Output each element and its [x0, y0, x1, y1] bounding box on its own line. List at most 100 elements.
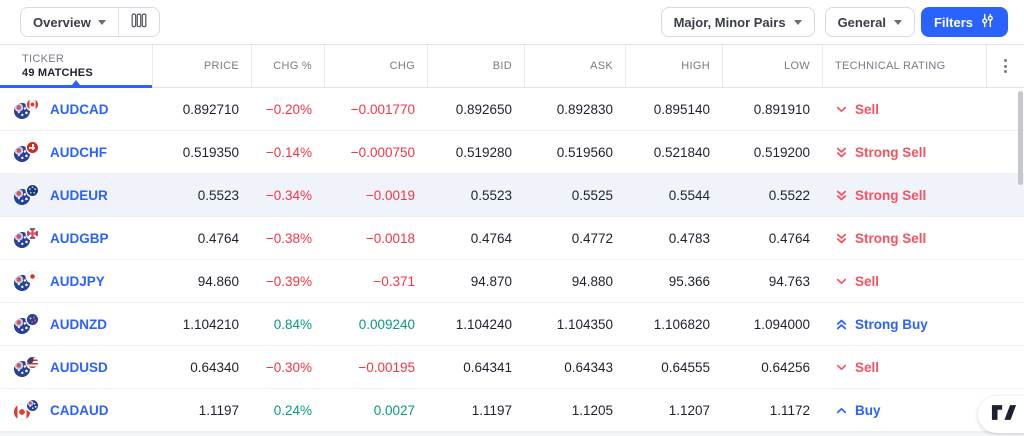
column-header-bid[interactable]: BID: [427, 45, 524, 87]
ticker-link[interactable]: AUDCHF: [50, 144, 107, 160]
chevron-down-icon: [793, 20, 802, 25]
pairs-filter-dropdown[interactable]: Major, Minor Pairs: [660, 7, 815, 37]
ticker-link[interactable]: AUDEUR: [50, 187, 108, 203]
column-header-high[interactable]: HIGH: [625, 45, 722, 87]
filters-button[interactable]: Filters: [920, 7, 1008, 37]
table-row[interactable]: AUDNZD 1.104210 0.84% 0.009240 1.104240 1.104…: [0, 303, 1024, 346]
ticker-link[interactable]: AUDCAD: [50, 101, 109, 117]
bid-cell: 0.519280: [455, 144, 512, 160]
tradingview-logo-badge[interactable]: [978, 396, 1024, 433]
technical-rating-cell[interactable]: Strong Sell: [822, 231, 986, 246]
kebab-menu-icon: [1004, 59, 1007, 73]
table-row[interactable]: AUDGBP 0.4764 −0.38% −0.0018 0.4764 0.4772 0.4…: [0, 217, 1024, 260]
currency-pair-flags-icon: [14, 99, 39, 119]
high-cell: 95.366: [668, 273, 710, 289]
technical-rating-cell[interactable]: Sell: [822, 102, 986, 117]
table-row[interactable]: AUDCAD 0.892710 −0.20% −0.001770 0.892650 0.8…: [0, 88, 1024, 131]
matches-count: 49 MATCHES: [22, 67, 93, 79]
bid-cell: 1.104240: [455, 316, 512, 332]
rating-label: Strong Sell: [855, 230, 927, 246]
technical-rating-cell[interactable]: Strong Sell: [822, 188, 986, 203]
chevron-down-icon: [893, 20, 902, 25]
sliders-filter-icon: [980, 13, 995, 31]
aud-flag-icon: [14, 232, 30, 248]
chevron-down-double-icon: [834, 231, 849, 246]
category-dropdown[interactable]: General: [824, 7, 915, 37]
technical-rating-cell[interactable]: Strong Buy: [822, 317, 986, 332]
gbp-flag-icon: [27, 228, 38, 239]
price-cell: 1.104210: [182, 316, 239, 332]
toolbar: Overview Major, Minor Pairs: [0, 0, 1024, 44]
currency-pair-flags-icon: [14, 142, 39, 162]
technical-rating-cell[interactable]: Sell: [822, 274, 986, 289]
price-cell: 94.860: [197, 273, 239, 289]
ticker-link[interactable]: AUDJPY: [50, 273, 105, 289]
price-cell: 0.519350: [182, 144, 239, 160]
table-body: AUDCAD 0.892710 −0.20% −0.001770 0.892650 0.8…: [0, 88, 1024, 432]
ticker-link[interactable]: AUDNZD: [50, 316, 107, 332]
column-header-ask[interactable]: ASK: [524, 45, 625, 87]
chevron-down-icon: [834, 102, 849, 117]
column-header-ticker[interactable]: TICKER 49 MATCHES: [0, 45, 152, 88]
change-percent-cell: 0.84%: [273, 316, 312, 332]
bid-cell: 0.5523: [470, 187, 512, 203]
aud-flag-icon: [14, 189, 30, 205]
ask-cell: 1.104350: [556, 316, 613, 332]
bid-cell: 94.870: [470, 273, 512, 289]
currency-pair-flags-icon: [14, 357, 39, 377]
rating-label: Strong Sell: [855, 187, 927, 203]
change-cell: −0.000750: [350, 144, 415, 160]
aud-flag-icon: [27, 400, 38, 411]
column-header-change[interactable]: CHG: [324, 45, 427, 87]
ticker-cell: AUDEUR: [0, 185, 152, 205]
currency-pair-flags-icon: [14, 185, 39, 205]
ask-cell: 0.892830: [556, 101, 613, 117]
technical-rating-cell[interactable]: Strong Sell: [822, 145, 986, 160]
chevron-up-double-icon: [834, 317, 849, 332]
change-percent-cell: −0.34%: [265, 187, 312, 203]
table-row[interactable]: AUDEUR 0.5523 −0.34% −0.0019 0.5523 0.5525 0.5…: [0, 174, 1024, 217]
aud-flag-icon: [14, 275, 30, 291]
columns-layout-button[interactable]: [118, 8, 159, 36]
high-cell: 1.1207: [668, 402, 710, 418]
ticker-cell: AUDCHF: [0, 142, 152, 162]
technical-rating-cell[interactable]: Sell: [822, 360, 986, 375]
column-settings-menu-button[interactable]: [986, 45, 1024, 87]
vertical-scrollbar-thumb[interactable]: [1018, 91, 1023, 185]
ticker-link[interactable]: AUDUSD: [50, 359, 108, 375]
ticker-cell: AUDCAD: [0, 99, 152, 119]
table-row[interactable]: AUDJPY 94.860 −0.39% −0.371 94.870 94.880 95.3…: [0, 260, 1024, 303]
currency-pair-flags-icon: [14, 228, 39, 248]
bid-cell: 1.1197: [471, 402, 512, 418]
table-row[interactable]: CADAUD 1.1197 0.24% 0.0027 1.1197 1.1205 1.120…: [0, 389, 1024, 432]
ticker-link[interactable]: CADAUD: [50, 402, 109, 418]
change-percent-cell: −0.30%: [265, 359, 312, 375]
ticker-link[interactable]: AUDGBP: [50, 230, 109, 246]
change-cell: −0.371: [373, 273, 415, 289]
low-cell: 1.1172: [769, 402, 810, 418]
view-dropdown-button[interactable]: Overview: [21, 8, 118, 36]
low-cell: 1.094000: [753, 316, 810, 332]
change-cell: −0.0018: [365, 230, 415, 246]
column-header-low[interactable]: LOW: [722, 45, 822, 87]
table-row[interactable]: AUDCHF 0.519350 −0.14% −0.000750 0.519280 0.5…: [0, 131, 1024, 174]
rating-label: Strong Sell: [855, 144, 927, 160]
price-cell: 0.5523: [197, 187, 239, 203]
chevron-down-icon: [834, 274, 849, 289]
jpy-flag-icon: [27, 271, 38, 282]
price-cell: 0.4764: [197, 230, 239, 246]
bid-cell: 0.4764: [470, 230, 512, 246]
column-header-technical-rating[interactable]: TECHNICAL RATING: [822, 45, 986, 87]
view-dropdown-label: Overview: [33, 14, 91, 30]
chf-flag-icon: [27, 142, 38, 153]
price-cell: 0.64340: [190, 359, 239, 375]
table-row[interactable]: AUDUSD 0.64340 −0.30% −0.00195 0.64341 0.6434…: [0, 346, 1024, 389]
column-header-change-percent[interactable]: CHG %: [251, 45, 324, 87]
column-header-price[interactable]: PRICE: [152, 45, 251, 87]
ticker-cell: AUDUSD: [0, 357, 152, 377]
chevron-down-double-icon: [834, 188, 849, 203]
ticker-cell: AUDNZD: [0, 314, 152, 334]
rating-label: Strong Buy: [855, 316, 928, 332]
technical-rating-cell[interactable]: Buy: [822, 403, 986, 418]
change-cell: −0.00195: [358, 359, 415, 375]
